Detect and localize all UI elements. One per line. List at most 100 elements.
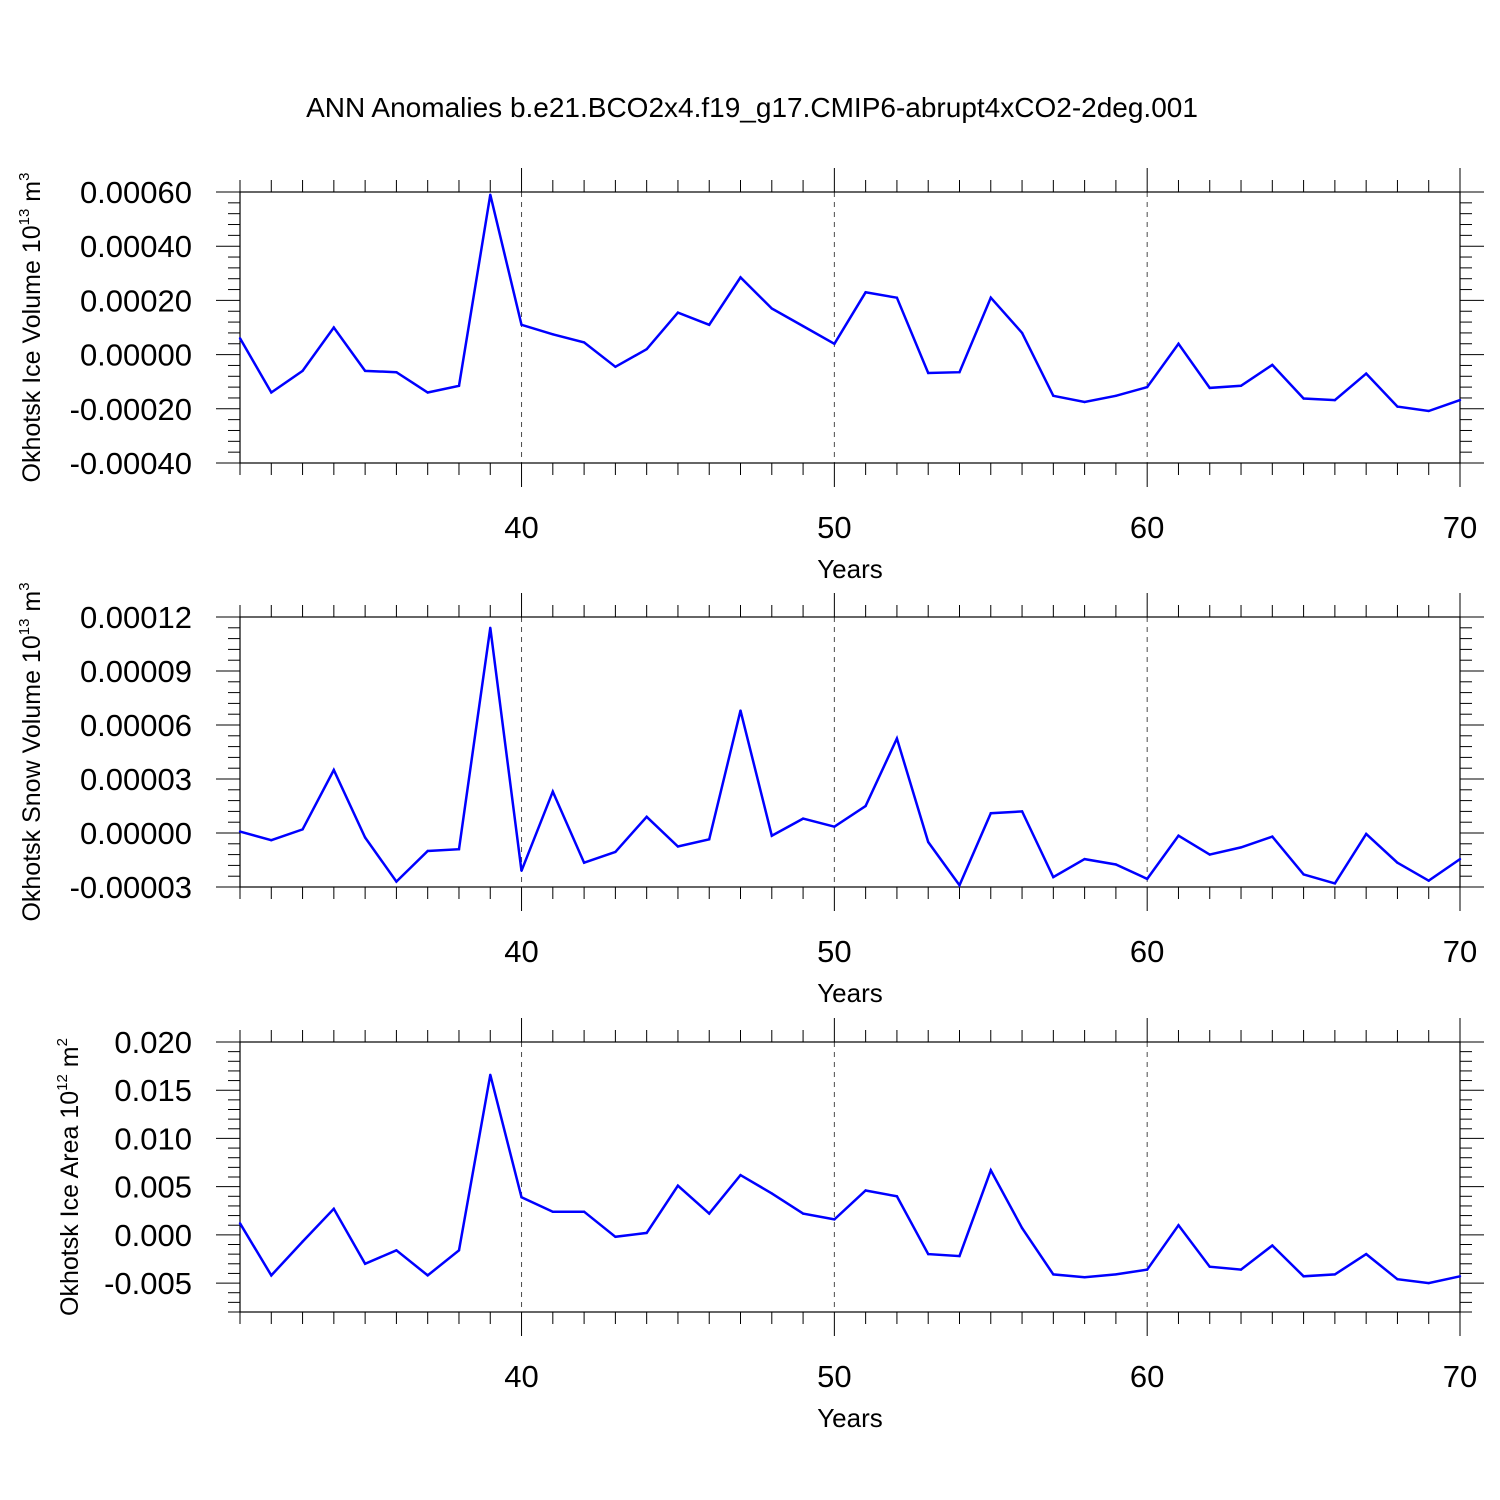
y-axis-label-exponent: 12	[54, 1074, 71, 1091]
data-point	[395, 880, 398, 883]
data-point	[363, 1262, 367, 1265]
y-tick-label: 0.00040	[80, 229, 192, 264]
data-point	[1271, 835, 1274, 838]
plot-frame	[239, 616, 1461, 888]
data-point	[1364, 372, 1368, 375]
data-point	[801, 1212, 805, 1215]
y-tick-label: 0.00020	[80, 283, 192, 318]
data-point	[833, 1218, 836, 1221]
data-point	[301, 1240, 304, 1243]
y-tick-label: -0.00020	[70, 392, 192, 427]
x-tick-label: 50	[817, 934, 851, 969]
data-point	[1114, 863, 1118, 866]
x-tick-label: 60	[1130, 1359, 1164, 1394]
data-point	[1020, 810, 1024, 813]
data-point	[1333, 398, 1337, 402]
x-tick-label: 60	[1130, 934, 1164, 969]
data-point	[927, 371, 930, 375]
data-point	[895, 296, 899, 299]
data-point	[864, 804, 867, 808]
data-point	[301, 828, 304, 831]
data-point	[1427, 409, 1430, 413]
y-tick-label: -0.00003	[70, 870, 192, 905]
data-point	[708, 838, 711, 841]
data-point	[676, 845, 680, 848]
y-tick-label: 0.00000	[80, 338, 192, 373]
data-point	[739, 709, 742, 712]
x-axis-label: Years	[817, 978, 883, 1008]
data-point	[270, 839, 273, 842]
data-point	[1208, 853, 1211, 856]
data-point	[332, 768, 336, 772]
data-point	[582, 1210, 586, 1213]
x-tick-label: 40	[504, 1359, 538, 1394]
y-axis-label-unit: m	[18, 591, 46, 619]
y-axis-label-text: Okhotsk Ice Area 10	[56, 1091, 84, 1316]
y-axis-label: Okhotsk Ice Area 1012 m2	[54, 1038, 84, 1316]
data-point	[1239, 384, 1243, 387]
data-point	[1145, 385, 1149, 389]
y-axis-label-exponent: 13	[16, 619, 33, 636]
y-tick-label: -0.00040	[70, 446, 192, 481]
data-point	[958, 371, 961, 374]
x-tick-label: 70	[1443, 510, 1477, 545]
data-point	[770, 307, 773, 310]
data-point	[1114, 394, 1118, 397]
data-point	[676, 311, 680, 314]
data-point	[739, 276, 742, 279]
data-point	[1364, 1252, 1368, 1256]
y-tick-label: 0.00009	[80, 654, 192, 689]
data-point	[238, 830, 242, 833]
data-point	[1271, 363, 1274, 367]
y-tick-label: 0.005	[114, 1170, 192, 1205]
data-point	[614, 1235, 617, 1238]
y-axis-label: Okhotsk Ice Volume 1013 m3	[16, 173, 46, 483]
y-tick-label: 0.020	[114, 1025, 192, 1060]
data-point	[770, 834, 773, 837]
y-axis-label-text: Okhotsk Ice Volume 10	[18, 225, 46, 482]
data-point	[457, 1249, 461, 1252]
data-point	[457, 384, 461, 387]
data-point	[927, 1252, 930, 1256]
data-point	[426, 849, 429, 853]
data-point	[614, 850, 617, 854]
data-point	[1052, 1273, 1055, 1276]
data-point	[1427, 1281, 1430, 1285]
data-point	[1458, 398, 1462, 402]
data-point	[739, 1173, 742, 1177]
series-line-1	[238, 1074, 1461, 1285]
data-point	[1145, 1268, 1149, 1271]
x-axis-label: Years	[817, 1403, 883, 1433]
panel-1: 0.00060 0.00040 0.00020 0.00000 -0.00020 -0.0…	[16, 168, 1484, 584]
data-point	[1020, 331, 1024, 335]
data-point	[520, 869, 523, 872]
data-point	[551, 1210, 555, 1213]
data-point	[614, 365, 617, 368]
data-point	[927, 840, 930, 844]
data-point	[1458, 1275, 1462, 1278]
x-tick-label: 40	[504, 934, 538, 969]
data-point	[520, 323, 523, 326]
plot-frame	[239, 191, 1461, 464]
data-point	[989, 296, 992, 299]
y-tick-label: 0.000	[114, 1218, 192, 1253]
x-tick-label: 50	[817, 510, 851, 545]
y-tick-label: 0.00000	[80, 816, 192, 851]
data-point	[582, 341, 586, 344]
panel-3: 0.020 0.015 0.010 0.005 0.000 -0.005 40 50 60 70 Y…	[54, 1018, 1484, 1433]
data-point	[1271, 1244, 1274, 1247]
x-tick-label: 70	[1443, 934, 1477, 969]
data-point	[645, 347, 648, 351]
data-point	[989, 812, 992, 815]
data-point	[1114, 1273, 1118, 1276]
data-point	[1427, 879, 1430, 882]
data-point	[270, 1274, 273, 1277]
data-point	[1177, 342, 1180, 345]
data-point	[1239, 846, 1243, 849]
data-point	[426, 391, 429, 394]
y-tick-label: 0.00012	[80, 600, 192, 635]
data-point	[895, 1195, 899, 1198]
data-point	[457, 848, 461, 851]
x-tick-label: 70	[1443, 1359, 1477, 1394]
